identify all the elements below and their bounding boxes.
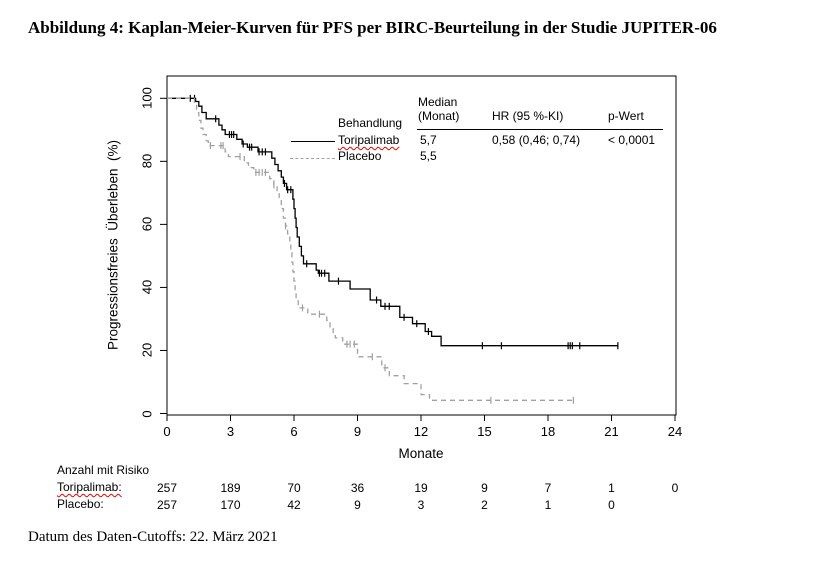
- risk-value: 257: [156, 498, 178, 512]
- risk-value: 257: [156, 481, 178, 495]
- km-curve-placebo: [167, 97, 574, 401]
- risk-value: 7: [544, 481, 552, 495]
- x-tick-label: 18: [540, 424, 556, 439]
- legend-line-toripalimab: [291, 141, 335, 142]
- risk-value: 3: [417, 498, 425, 512]
- y-axis-label: Progressionsfreies Überleben (%): [105, 139, 121, 351]
- risk-value: 36: [350, 481, 365, 495]
- risk-value: 2: [481, 498, 488, 512]
- risk-value: 170: [220, 498, 241, 512]
- km-curve-toripalimab: [167, 97, 618, 347]
- legend-col-treatment: Behandlung: [338, 116, 403, 130]
- legend-p-value: < 0,0001: [608, 133, 656, 147]
- legend-hr-value: 0,58 (0,46; 0,74): [492, 133, 581, 147]
- y-tick-label: 20: [139, 343, 155, 358]
- y-tick-label: 60: [139, 217, 155, 232]
- legend-line-placebo: [290, 158, 335, 159]
- x-tick-label: 12: [413, 424, 429, 439]
- x-tick-label: 24: [667, 424, 683, 439]
- legend-label-placebo: Placebo: [338, 149, 382, 163]
- y-tick-label: 40: [139, 280, 155, 295]
- risk-row-label-placebo: Placebo:: [57, 497, 104, 511]
- legend-col-pvalue: p-Wert: [608, 109, 644, 123]
- legend-label-toripalimab: Toripalimab: [338, 133, 400, 147]
- y-tick-label: 100: [139, 87, 155, 110]
- legend-col-median-1: Median: [418, 95, 458, 109]
- risk-value: 1: [608, 481, 615, 495]
- risk-value: 9: [354, 498, 361, 512]
- x-tick-label: 15: [477, 424, 492, 439]
- risk-value: 70: [287, 481, 301, 495]
- legend-median-placebo: 5,5: [420, 149, 437, 163]
- x-tick-label: 3: [226, 424, 235, 439]
- risk-value: 189: [220, 481, 241, 495]
- risk-value: 0: [608, 498, 615, 512]
- y-tick-label: 80: [139, 154, 155, 169]
- x-tick-label: 9: [353, 424, 362, 439]
- risk-value: 1: [544, 498, 552, 512]
- x-axis-label: Monate: [398, 446, 444, 461]
- risk-row-label-toripalimab: Toripalimab:: [57, 480, 122, 494]
- plot-box: [166, 75, 677, 416]
- risk-value: 42: [287, 498, 301, 512]
- risk-value: 19: [414, 481, 428, 495]
- data-cutoff-note: Datum des Daten-Cutoffs: 22. März 2021: [28, 529, 278, 545]
- legend-col-median-2: (Monat): [418, 109, 460, 123]
- risk-value: 0: [671, 481, 679, 495]
- x-tick-label: 0: [163, 424, 171, 439]
- risk-value: 9: [481, 481, 488, 495]
- risk-table-title: Anzahl mit Risiko: [57, 463, 150, 477]
- x-tick-label: 21: [604, 424, 619, 439]
- x-tick-label: 6: [290, 424, 298, 439]
- y-tick-label: 0: [139, 409, 155, 418]
- legend-col-hr: HR (95 %-KI): [492, 109, 564, 123]
- legend-median-toripalimab: 5,7: [420, 133, 437, 147]
- legend-header-rule: [417, 129, 663, 130]
- figure-title: Abbildung 4: Kaplan-Meier-Kurven für PFS…: [28, 18, 717, 37]
